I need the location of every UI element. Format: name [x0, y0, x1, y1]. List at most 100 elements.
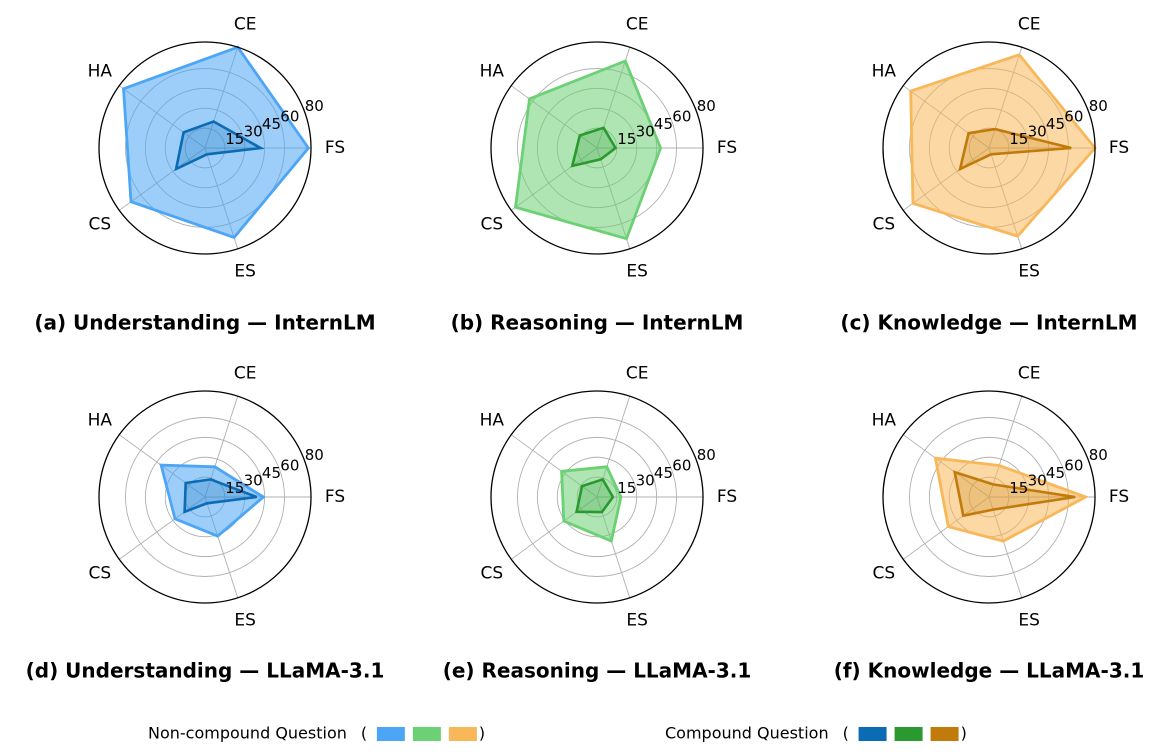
radar-panel-5: 15 30 45 60 80 FS CE HA CS ES (e) Reasoning — LLaM…: [443, 363, 752, 682]
tick-label-45: 45: [654, 464, 673, 482]
outer-circle: [882, 390, 1096, 604]
radar-panel-3: 15 30 45 60 80 FS CE HA CS ES (c) Knowledge — Inte…: [840, 14, 1137, 334]
tick-label-45: 45: [1046, 464, 1065, 482]
legend-open-paren: (: [843, 724, 849, 743]
tick-label-80: 80: [697, 446, 716, 464]
axis-label-es: ES: [234, 611, 256, 631]
axis-label-es: ES: [626, 262, 648, 282]
legend-swatch-1: [376, 727, 405, 741]
compound-series-polygon: [952, 470, 1076, 518]
legend-close-paren: ): [961, 724, 967, 743]
legend: Non-compound Question() Compound Question…: [148, 724, 967, 743]
legend-compound: Compound Question (): [665, 724, 967, 743]
outer-circle: [882, 41, 1096, 255]
tick-label-15: 15: [225, 479, 244, 497]
legend-label: Compound Question: [665, 724, 829, 743]
outer-circle: [490, 41, 704, 255]
outer-circle: [490, 390, 704, 604]
axis-label-cs: CS: [88, 214, 111, 234]
axis-label-fs: FS: [1109, 138, 1129, 158]
tick-label-30: 30: [244, 123, 263, 141]
legend-swatch-2: [894, 727, 923, 741]
tick-label-30: 30: [636, 472, 655, 490]
axis-label-es: ES: [1018, 611, 1040, 631]
axis-label-ha: HA: [872, 411, 897, 431]
tick-label-45: 45: [1046, 115, 1065, 133]
panel-title: (d) Understanding — LLaMA-3.1: [26, 659, 385, 683]
noncompound-series-polygon: [122, 45, 311, 240]
outer-circle: [98, 41, 312, 255]
tick-label-15: 15: [617, 479, 636, 497]
legend-open-paren: (: [361, 724, 367, 743]
panel-title: (f) Knowledge — LLaMA-3.1: [834, 659, 1145, 683]
compound-series-polygon: [958, 127, 1072, 172]
legend-close-paren: ): [479, 724, 485, 743]
compound-series-polygon: [174, 120, 265, 172]
axis-label-ce: CE: [626, 363, 649, 383]
tick-label-30: 30: [1028, 123, 1047, 141]
noncompound-series-polygon: [909, 53, 1097, 238]
legend-swatch-3: [930, 727, 959, 741]
outer-circle: [98, 390, 312, 604]
axis-label-ce: CE: [234, 363, 257, 383]
panel-title: (b) Reasoning — InternLM: [451, 311, 744, 335]
tick-label-15: 15: [225, 130, 244, 148]
tick-label-15: 15: [617, 130, 636, 148]
axis-label-ha: HA: [872, 62, 897, 82]
tick-label-30: 30: [636, 123, 655, 141]
axis-label-fs: FS: [325, 487, 345, 507]
legend-swatch-2: [412, 727, 441, 741]
radar-panel-6: 15 30 45 60 80 FS CE HA CS ES (f) Knowledge — LLaM…: [834, 363, 1145, 682]
axis-label-ce: CE: [626, 14, 649, 34]
axis-label-cs: CS: [88, 563, 111, 583]
tick-label-45: 45: [262, 115, 281, 133]
tick-label-60: 60: [1064, 456, 1083, 474]
axis-label-es: ES: [1018, 262, 1040, 282]
axis-label-fs: FS: [717, 487, 737, 507]
compound-series-polygon: [575, 477, 615, 514]
axis-label-cs: CS: [872, 563, 895, 583]
legend-label: Non-compound Question: [148, 724, 347, 743]
axis-label-cs: CS: [480, 214, 503, 234]
axis-label-ha: HA: [88, 62, 113, 82]
compound-series-polygon: [570, 126, 618, 168]
axis-label-cs: CS: [480, 563, 503, 583]
tick-label-45: 45: [654, 115, 673, 133]
tick-label-80: 80: [305, 446, 324, 464]
tick-label-30: 30: [1028, 472, 1047, 490]
panel-title: (e) Reasoning — LLaMA-3.1: [443, 659, 752, 683]
panel-title: (c) Knowledge — InternLM: [840, 311, 1137, 335]
axis-label-es: ES: [626, 611, 648, 631]
radar-panel-4: 15 30 45 60 80 FS CE HA CS ES (d) Understanding — …: [26, 363, 385, 682]
radar-panel-2: 15 30 45 60 80 FS CE HA CS ES (b) Reasoning — Inte…: [451, 14, 744, 334]
axis-label-fs: FS: [1109, 487, 1129, 507]
axis-label-ce: CE: [1018, 363, 1041, 383]
tick-label-80: 80: [697, 97, 716, 115]
tick-label-80: 80: [305, 97, 324, 115]
axis-label-ce: CE: [234, 14, 257, 34]
axis-label-es: ES: [234, 262, 256, 282]
tick-label-60: 60: [672, 456, 691, 474]
legend-swatch-1: [858, 727, 887, 741]
panel-title: (a) Understanding — InternLM: [34, 311, 375, 335]
tick-label-30: 30: [244, 472, 263, 490]
tick-label-15: 15: [1009, 130, 1028, 148]
tick-label-80: 80: [1089, 446, 1108, 464]
axis-label-ha: HA: [480, 62, 505, 82]
tick-label-60: 60: [1064, 107, 1083, 125]
axis-label-ha: HA: [88, 411, 113, 431]
axis-label-fs: FS: [325, 138, 345, 158]
axis-label-ce: CE: [1018, 14, 1041, 34]
noncompound-series-polygon: [513, 59, 663, 241]
axis-label-ha: HA: [480, 411, 505, 431]
tick-label-60: 60: [672, 107, 691, 125]
legend-noncompound: Non-compound Question (): [148, 724, 485, 743]
tick-label-80: 80: [1089, 97, 1108, 115]
legend-swatch-3: [448, 727, 477, 741]
radar-panel-1: 15 30 45 60 80 FS CE HA CS ES (a) Understanding — …: [34, 14, 375, 334]
tick-label-45: 45: [262, 464, 281, 482]
compound-series-polygon: [183, 478, 258, 514]
tick-label-15: 15: [1009, 479, 1028, 497]
tick-label-60: 60: [280, 456, 299, 474]
